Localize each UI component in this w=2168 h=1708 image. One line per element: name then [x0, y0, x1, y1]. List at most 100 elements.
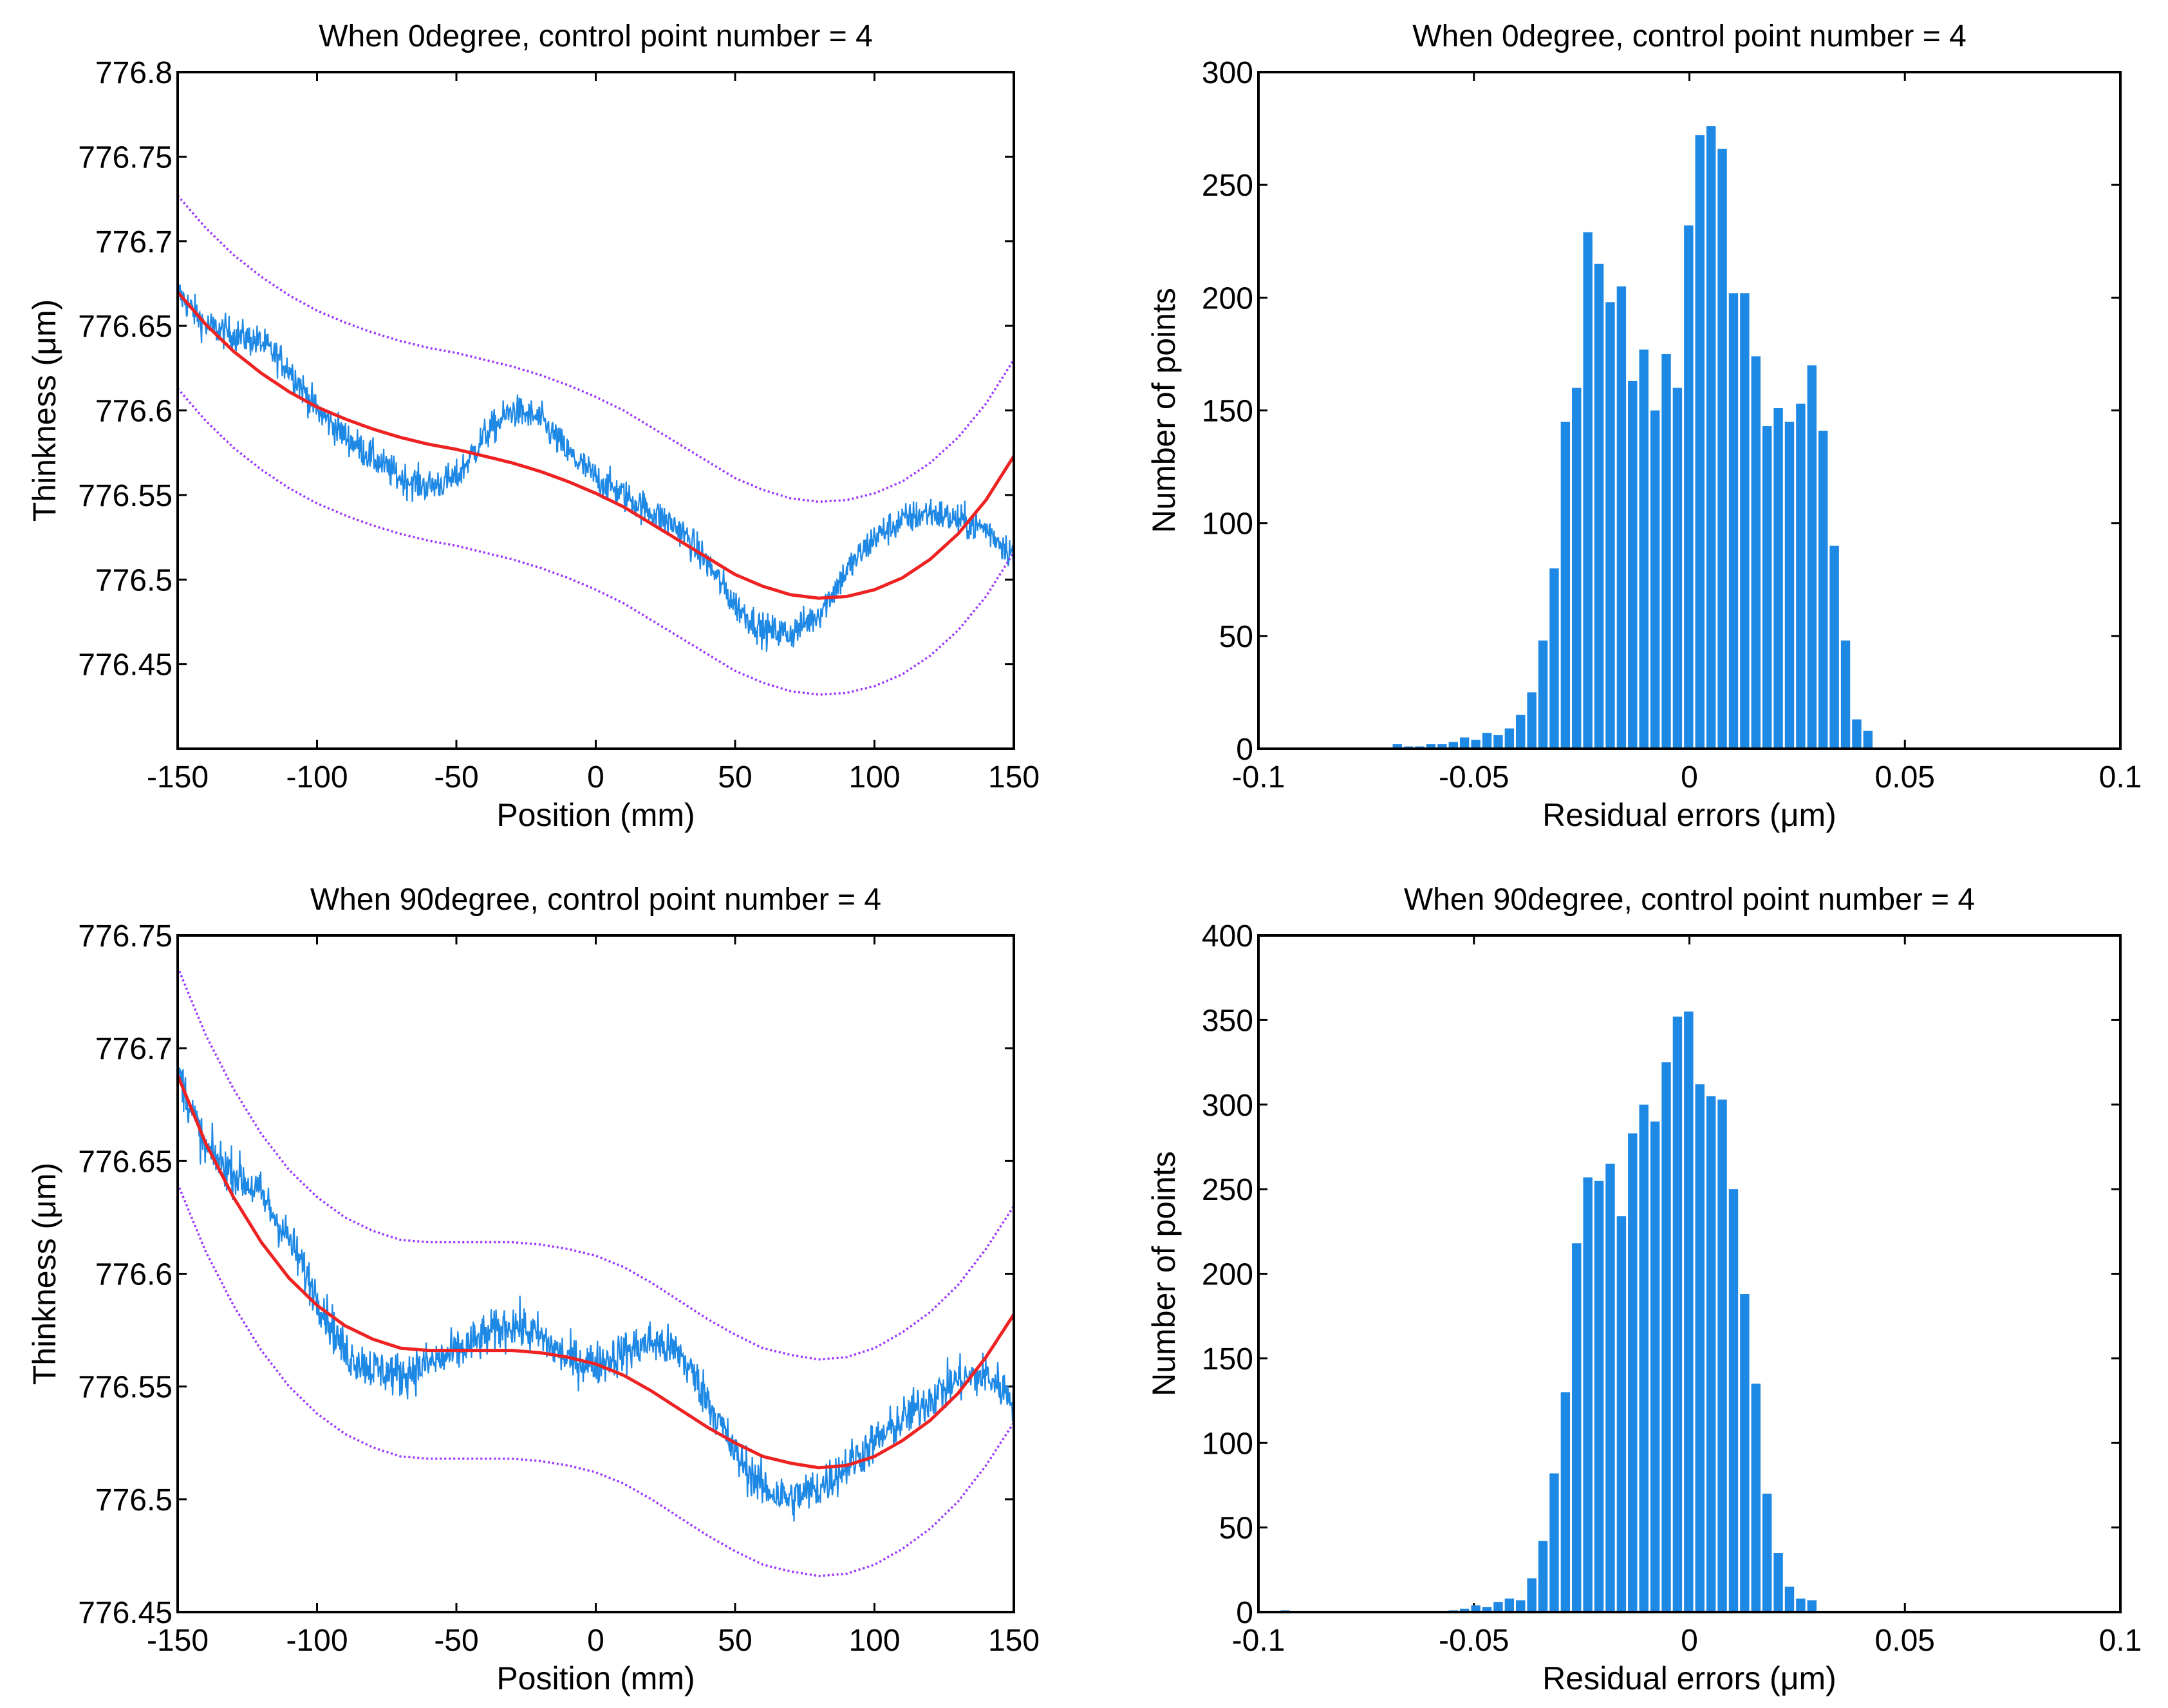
chart-title: When 0degree, control point number = 4 — [319, 19, 873, 53]
histogram-bar — [1628, 380, 1638, 749]
histogram-bar — [1740, 293, 1750, 749]
x-axis-label: Residual errors (μm) — [1542, 1660, 1836, 1696]
y-tick-label: 776.5 — [95, 563, 173, 597]
histogram-bar — [1459, 737, 1470, 749]
x-tick-label: 0.1 — [2099, 760, 2142, 794]
histogram-bar — [1538, 1541, 1548, 1612]
x-tick-label: 0 — [1681, 1624, 1698, 1658]
histogram-bar — [1852, 719, 1862, 749]
y-tick-label: 776.6 — [95, 395, 173, 429]
histogram-bar — [1672, 388, 1683, 749]
histogram-bar — [1796, 403, 1806, 749]
x-tick-label: 50 — [718, 1624, 752, 1658]
x-tick-label: 150 — [988, 1624, 1040, 1658]
histogram-bar — [1773, 408, 1783, 749]
histogram-bar — [1605, 302, 1615, 749]
x-tick-label: 0 — [587, 760, 604, 794]
x-tick-label: 0.05 — [1875, 760, 1935, 794]
x-tick-label: 0 — [1681, 760, 1698, 794]
histogram-bar — [1762, 1494, 1772, 1612]
histogram-bar — [1840, 640, 1851, 749]
histogram-bar — [1796, 1598, 1806, 1612]
histogram-bar — [1504, 728, 1515, 749]
histogram-bar — [1392, 744, 1402, 749]
y-tick-label: 776.75 — [78, 919, 173, 953]
y-tick-label: 776.6 — [95, 1258, 173, 1292]
histogram-bar — [1549, 568, 1559, 749]
histogram-bar — [1728, 1189, 1739, 1612]
x-tick-label: 0.1 — [2099, 1624, 2142, 1658]
x-tick-label: -0.05 — [1439, 1624, 1509, 1658]
histogram-bar — [1672, 1017, 1683, 1612]
y-tick-label: 400 — [1202, 919, 1253, 953]
histogram-bar — [1616, 286, 1627, 749]
histogram-bar — [1471, 1605, 1481, 1612]
histogram-bar — [1751, 356, 1761, 749]
chart-histogram-0deg: -0.1 -0.05 0 0.05 0.1 0 50 100 150 200 250 300 When … — [1146, 19, 2142, 833]
x-axis-label: Residual errors (μm) — [1542, 797, 1836, 833]
histogram-bar — [1717, 1099, 1727, 1612]
y-tick-label: 776.55 — [78, 479, 173, 513]
histogram-bar — [1448, 742, 1458, 749]
chart-thickness-90deg: -150 -100 -50 0 50 100 150 776.45 776.5 776.55 776… — [26, 883, 1040, 1696]
x-tick-label: -0.05 — [1439, 760, 1509, 794]
x-tick-label: -150 — [147, 1624, 209, 1658]
axes: -150 -100 -50 0 50 100 150 776.45 776.5 776.55 776… — [26, 19, 1040, 833]
plot-frame — [176, 934, 1015, 1613]
histogram-bar — [1863, 730, 1873, 749]
histogram-bar — [1493, 1602, 1503, 1612]
x-tick-label: -50 — [434, 760, 478, 794]
histogram-bar — [1583, 232, 1593, 749]
histogram-bar — [1829, 545, 1839, 749]
histogram-bar — [1784, 422, 1795, 749]
histogram-bar — [1650, 410, 1660, 749]
series-upper-bound — [178, 194, 1014, 503]
y-tick-label: 0 — [1236, 1596, 1253, 1630]
chart-title: When 0degree, control point number = 4 — [1412, 19, 1967, 53]
y-tick-label: 250 — [1202, 1173, 1253, 1207]
bars — [1392, 126, 1873, 749]
histogram-bar — [1695, 1084, 1705, 1612]
y-tick-label: 200 — [1202, 1258, 1253, 1292]
y-tick-label: 300 — [1202, 56, 1253, 90]
y-axis-label: Number of points — [1146, 1151, 1182, 1396]
y-tick-label: 776.8 — [95, 56, 173, 90]
series-lower-bound — [178, 388, 1014, 696]
histogram-bar — [1740, 1294, 1750, 1612]
histogram-bar — [1639, 349, 1649, 749]
y-tick-label: 150 — [1202, 1342, 1253, 1376]
histogram-bar — [1661, 1062, 1671, 1612]
histogram-bar — [1784, 1586, 1795, 1612]
histogram-bar — [1661, 353, 1671, 749]
histogram-bar — [1706, 1096, 1716, 1612]
histogram-bar — [1728, 293, 1739, 749]
histogram-bar — [1807, 1600, 1817, 1612]
chart-title: When 90degree, control point number = 4 — [310, 883, 881, 917]
y-tick-label: 350 — [1202, 1004, 1253, 1038]
histogram-bar — [1762, 426, 1772, 749]
y-tick-label: 100 — [1202, 507, 1253, 541]
y-tick-label: 776.45 — [78, 1596, 173, 1630]
y-tick-label: 776.45 — [78, 648, 173, 682]
y-axis-label: Thinkness (μm) — [26, 1163, 62, 1385]
y-axis-label: Number of points — [1146, 288, 1182, 533]
series-upper-bound — [178, 966, 1014, 1361]
y-tick-label: 300 — [1202, 1089, 1253, 1123]
histogram-bar — [1560, 1392, 1571, 1612]
histogram-bar — [1583, 1177, 1593, 1612]
histogram-bar — [1482, 1607, 1492, 1612]
x-axis-label: Position (mm) — [496, 797, 695, 833]
x-tick-label: 100 — [848, 760, 900, 794]
histogram-bar — [1616, 1216, 1627, 1612]
histogram-bar — [1695, 135, 1705, 749]
y-axis-label: Thinkness (μm) — [26, 299, 62, 522]
series-fitted-curve — [178, 1075, 1014, 1470]
plot-frame — [1257, 71, 2122, 750]
chart-histogram-90deg: -0.1 -0.05 0 0.05 0.1 0 50 100 150 200 250 300 350 40… — [1146, 883, 2142, 1696]
x-tick-label: 0.05 — [1875, 1624, 1935, 1658]
y-tick-label: 100 — [1202, 1427, 1253, 1461]
histogram-bar — [1773, 1553, 1783, 1612]
x-tick-label: -150 — [147, 760, 209, 794]
x-tick-label: 150 — [988, 760, 1040, 794]
